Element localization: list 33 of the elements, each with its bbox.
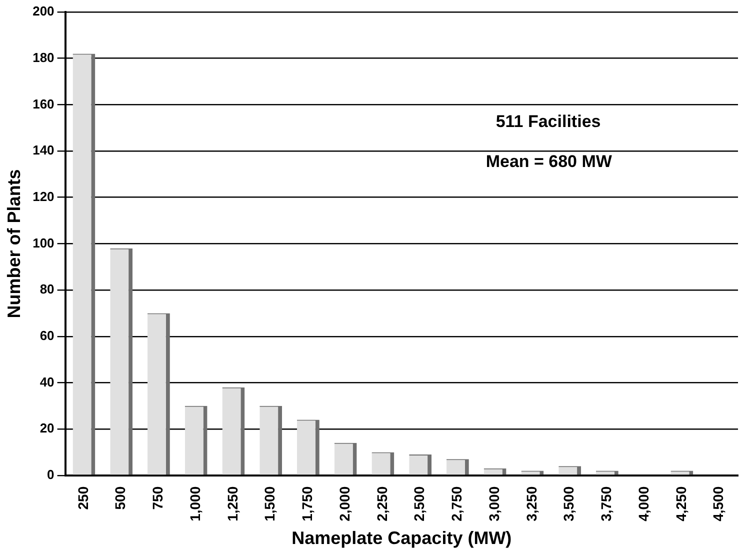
y-tick-label: 80 xyxy=(40,282,54,297)
x-tick-label: 3,750 xyxy=(598,486,614,522)
annotation: Mean = 680 MW xyxy=(486,152,613,171)
y-tick-label: 200 xyxy=(32,4,54,19)
x-tick-label: 2,750 xyxy=(448,486,465,522)
x-tick-label: 2,000 xyxy=(336,486,352,522)
x-tick-label: 500 xyxy=(112,486,128,510)
y-tick-label: 140 xyxy=(32,142,54,158)
x-tick-label: 1,000 xyxy=(186,486,203,522)
x-tick-label: 1,250 xyxy=(224,486,240,522)
x-tick-label: 3,000 xyxy=(486,486,502,522)
x-tick-label: 4,500 xyxy=(710,486,726,522)
x-axis-title: Nameplate Capacity (MW) xyxy=(292,528,512,548)
y-tick-label: 160 xyxy=(32,96,54,112)
y-tick-label: 60 xyxy=(40,328,54,343)
x-tick-label: 2,250 xyxy=(374,486,390,522)
x-tick-label: 750 xyxy=(150,486,166,510)
x-tick-label: 3,500 xyxy=(560,486,577,522)
x-tick-label: 4,250 xyxy=(672,486,689,522)
x-tick-label: 1,750 xyxy=(299,486,316,522)
y-tick-label: 20 xyxy=(40,420,54,436)
x-tick-label: 3,250 xyxy=(523,486,540,522)
y-tick-label: 100 xyxy=(32,235,54,250)
y-tick-label: 40 xyxy=(40,374,54,390)
x-tick-label: 2,500 xyxy=(411,486,428,522)
x-tick-label: 250 xyxy=(74,486,91,510)
x-tick-label: 4,000 xyxy=(635,486,652,522)
y-tick-label: 0 xyxy=(47,466,54,482)
y-tick-label: 120 xyxy=(32,188,54,204)
y-tick-label: 180 xyxy=(32,50,54,65)
annotation: 511 Facilities xyxy=(496,112,601,131)
x-tick-label: 1,500 xyxy=(262,486,278,522)
y-axis-title: Number of Plants xyxy=(4,169,24,318)
